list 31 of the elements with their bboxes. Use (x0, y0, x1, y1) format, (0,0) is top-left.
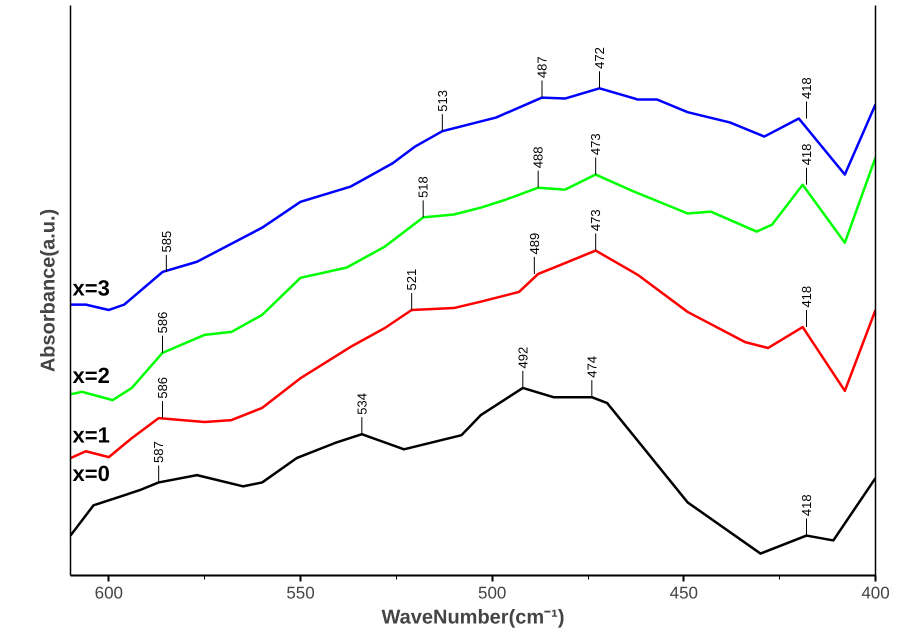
annotation: 534 (354, 393, 370, 415)
x-tick-label: 400 (861, 584, 890, 602)
x-axis-title: WaveNumber(cm⁻¹) (382, 606, 564, 628)
x-tick-label: 550 (286, 584, 315, 602)
x-tick-label: 600 (94, 584, 124, 602)
annotation: 513 (434, 90, 450, 112)
annotation: 418 (799, 144, 814, 166)
legend-label: x=0 (72, 461, 110, 486)
x-tick-label: 450 (670, 584, 698, 602)
annotation: 586 (155, 312, 170, 334)
annotation: 518 (416, 176, 431, 198)
series-label: x=1 (72, 422, 110, 448)
annotation: 489 (526, 232, 542, 254)
annotation: 473 (588, 133, 604, 156)
annotation: 587 (151, 441, 166, 463)
annotation: 418 (799, 77, 814, 100)
annotation: 586 (155, 376, 170, 399)
annotation: 473 (588, 209, 604, 232)
series-label: x=2 (72, 362, 110, 388)
annotation: 474 (584, 356, 600, 378)
y-axis-title: Absorbance(a.u.) (38, 208, 60, 372)
series-label: x=3 (72, 276, 110, 301)
annotation: 418 (799, 286, 814, 308)
annotation: 487 (534, 56, 550, 78)
annotation: 488 (530, 146, 546, 168)
x-tick-label: 500 (478, 584, 506, 602)
annotation: 492 (515, 346, 530, 368)
annotation: 418 (799, 494, 814, 516)
annotation: 521 (404, 268, 420, 290)
annotation: 585 (158, 230, 174, 252)
annotation: 472 (592, 47, 607, 69)
